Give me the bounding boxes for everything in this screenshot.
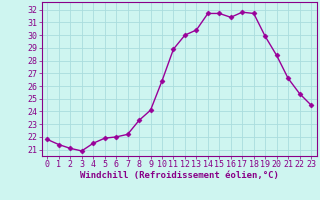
X-axis label: Windchill (Refroidissement éolien,°C): Windchill (Refroidissement éolien,°C) xyxy=(80,171,279,180)
